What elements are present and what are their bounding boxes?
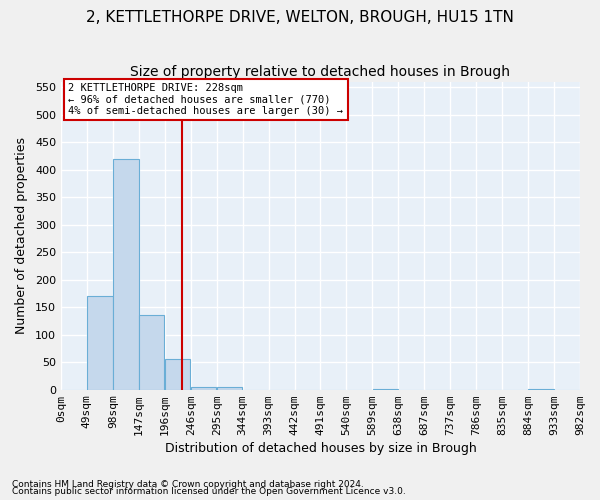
Bar (217, 387, 242, 390)
Bar (139, 316, 164, 390)
Y-axis label: Number of detached properties: Number of detached properties (15, 137, 28, 334)
Bar (373, 388, 398, 390)
Bar (165, 360, 190, 390)
Bar (191, 387, 217, 390)
Title: Size of property relative to detached houses in Brough: Size of property relative to detached ho… (130, 65, 511, 79)
Bar (529, 388, 554, 390)
X-axis label: Distribution of detached houses by size in Brough: Distribution of detached houses by size … (164, 442, 476, 455)
Text: Contains HM Land Registry data © Crown copyright and database right 2024.: Contains HM Land Registry data © Crown c… (12, 480, 364, 489)
Bar (113, 158, 139, 390)
Text: 2, KETTLETHORPE DRIVE, WELTON, BROUGH, HU15 1TN: 2, KETTLETHORPE DRIVE, WELTON, BROUGH, H… (86, 10, 514, 25)
Bar (87, 296, 113, 390)
Text: Contains public sector information licensed under the Open Government Licence v3: Contains public sector information licen… (12, 487, 406, 496)
Text: 2 KETTLETHORPE DRIVE: 228sqm
← 96% of detached houses are smaller (770)
4% of se: 2 KETTLETHORPE DRIVE: 228sqm ← 96% of de… (68, 83, 343, 116)
